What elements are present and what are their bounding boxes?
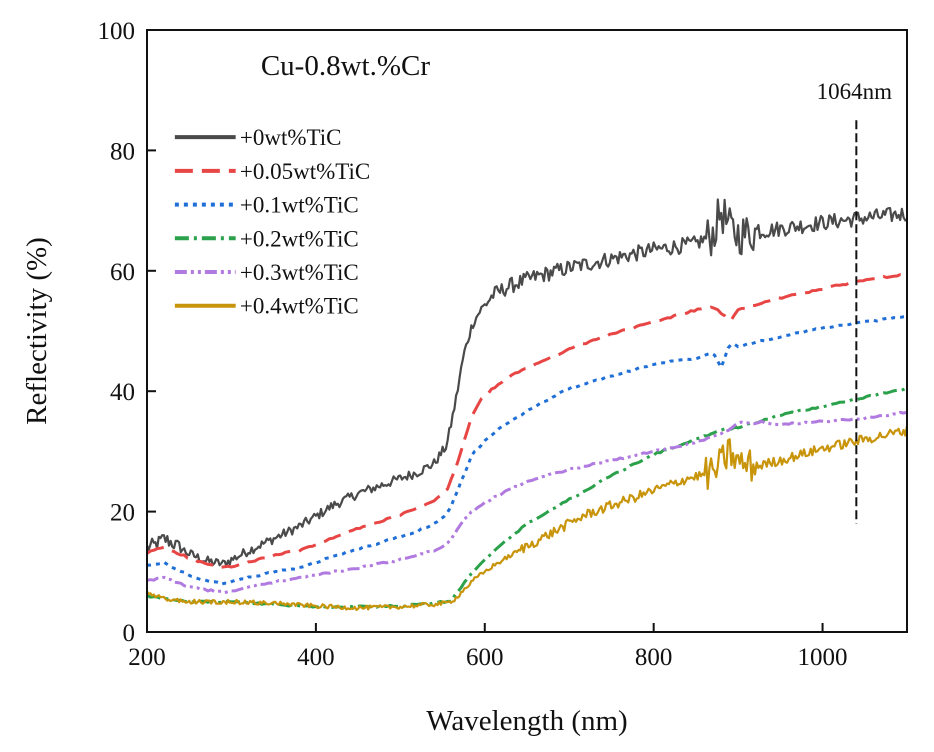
- plot-frame: [146, 29, 908, 633]
- legend-label: +0.4wt%TiC: [240, 294, 359, 319]
- y-tick-label: 100: [98, 18, 136, 45]
- x-tick-label: 400: [297, 644, 335, 671]
- series-line: [146, 425, 909, 611]
- y-tick-label: 20: [110, 500, 135, 527]
- chart-title: Cu-0.8wt.%Cr: [261, 50, 431, 82]
- y-tick-label: 80: [110, 138, 135, 165]
- legend-label: +0wt%TiC: [240, 125, 342, 150]
- annotation-layer: 1064nm: [817, 79, 893, 524]
- series-layer: [145, 198, 909, 611]
- x-tick-label: 1000: [798, 644, 848, 671]
- x-axis-title: Wavelength (nm): [426, 705, 627, 737]
- series-line: [146, 386, 908, 609]
- y-tick-label: 40: [110, 379, 135, 406]
- x-tick-label: 800: [635, 644, 673, 671]
- annotation-label-1064nm: 1064nm: [817, 79, 893, 104]
- x-tick-label: 600: [466, 644, 504, 671]
- y-axis-title: Reflectivity (%): [21, 237, 53, 425]
- y-tick-label: 60: [110, 259, 135, 286]
- legend: +0wt%TiC +0.05wt%TiC +0.1wt%TiC +0.2wt%TiC +…: [174, 125, 370, 319]
- legend-label: +0.2wt%TiC: [240, 226, 359, 251]
- series-line: [145, 198, 908, 568]
- y-tick-label: 0: [123, 620, 136, 647]
- series-line: [146, 315, 908, 586]
- series-line: [146, 410, 908, 594]
- ticks-layer: 200 400 600 800 1000 0 20 40 60 80 100: [98, 18, 848, 671]
- series-line: [146, 272, 908, 569]
- legend-label: +0.05wt%TiC: [240, 159, 370, 184]
- legend-label: +0.1wt%TiC: [240, 193, 359, 218]
- legend-label: +0.3wt%TiC: [240, 260, 359, 285]
- x-tick-label: 200: [128, 644, 166, 671]
